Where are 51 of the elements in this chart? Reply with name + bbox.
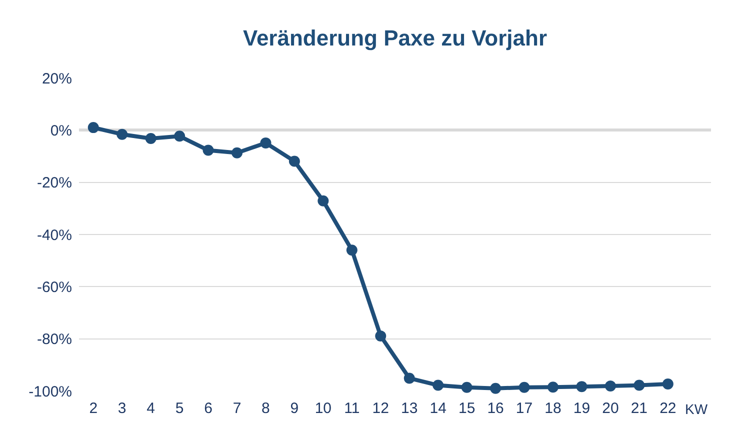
x-tick-label: 2 xyxy=(89,400,98,417)
x-tick-label: 9 xyxy=(290,400,299,417)
point xyxy=(174,130,186,142)
point xyxy=(202,144,214,156)
point xyxy=(662,378,674,390)
x-tick-label: 16 xyxy=(487,400,504,417)
x-tick-label: 14 xyxy=(430,400,446,417)
x-tick-label: 12 xyxy=(372,400,389,417)
x-tick-label: 6 xyxy=(204,400,212,417)
point xyxy=(461,382,472,393)
x-tick-label: 5 xyxy=(175,400,184,417)
x-tick-label: 7 xyxy=(232,400,242,417)
point xyxy=(404,372,415,384)
y-tick-label: -20% xyxy=(36,174,72,192)
point xyxy=(232,147,242,158)
x-tick-label: 20 xyxy=(602,400,619,417)
y-tick-label: 0% xyxy=(50,122,72,140)
x-tick-label: 13 xyxy=(401,400,418,417)
point xyxy=(145,133,156,144)
point xyxy=(288,156,300,167)
point xyxy=(375,330,386,342)
point xyxy=(432,380,444,391)
x-tick-label: 8 xyxy=(262,400,270,417)
chart-title: Veränderung Paxe zu Vorjahr xyxy=(242,26,548,51)
point xyxy=(318,195,329,206)
point xyxy=(116,128,128,140)
x-tick-label: 17 xyxy=(516,400,533,417)
x-tick-label: 11 xyxy=(344,400,360,417)
y-tick-label: -80% xyxy=(36,331,72,348)
y-tick-label: -100% xyxy=(28,383,72,400)
point xyxy=(518,382,530,393)
x-tick-label: 18 xyxy=(544,400,562,417)
point xyxy=(490,382,502,394)
y-tick-label: 20% xyxy=(42,70,72,88)
point xyxy=(604,380,616,392)
point xyxy=(576,381,588,392)
y-tick-label: -60% xyxy=(36,278,72,296)
x-tick-label: 19 xyxy=(573,400,590,417)
x-tick-label: 10 xyxy=(314,400,332,417)
point xyxy=(634,380,645,391)
point xyxy=(548,382,558,393)
y-tick-label: -40% xyxy=(36,226,72,244)
x-tick-label: 21 xyxy=(630,400,648,417)
x-tick-label: 4 xyxy=(146,400,155,417)
x-tick-label: 3 xyxy=(118,400,126,417)
x-axis-title: KW xyxy=(685,401,708,417)
point xyxy=(346,244,358,256)
point xyxy=(260,137,272,148)
x-tick-label: 15 xyxy=(458,400,476,417)
point xyxy=(88,122,99,134)
x-tick-label: 22 xyxy=(660,400,676,417)
